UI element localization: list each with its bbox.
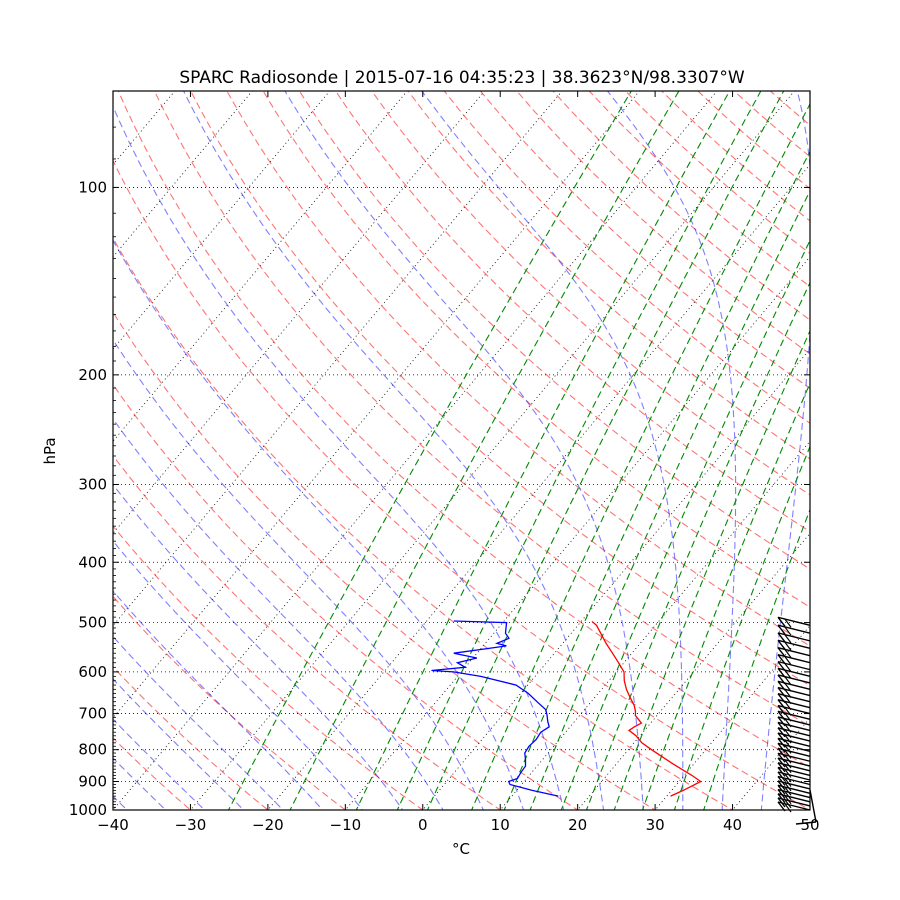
isotherm-line xyxy=(499,440,810,810)
mixing-ratio-line xyxy=(673,445,810,810)
mixing-ratio-line xyxy=(613,329,810,810)
y-tick-label: 1000 xyxy=(69,801,107,819)
y-tick-label: 700 xyxy=(78,705,107,723)
wind-barbs xyxy=(777,616,817,825)
wind-barb xyxy=(777,654,811,666)
y-tick-label: 800 xyxy=(78,741,107,759)
x-tick-label: 20 xyxy=(568,816,587,834)
moist-adiabat-line xyxy=(421,91,684,810)
y-tick-label: 300 xyxy=(78,475,107,493)
y-axis-label: hPa xyxy=(41,437,59,464)
isotherm-line xyxy=(654,624,810,810)
x-tick-label: 40 xyxy=(723,816,742,834)
mixing-ratio-line xyxy=(471,102,810,810)
isobar-grid xyxy=(113,187,810,782)
x-tick-label: 50 xyxy=(800,816,819,834)
mixing-ratio-line xyxy=(585,281,810,810)
y-tick-label: 100 xyxy=(78,178,107,196)
temperature-profile-line xyxy=(591,621,702,797)
x-tick-label: −30 xyxy=(175,816,207,834)
moist-adiabat-line xyxy=(113,757,167,810)
y-tick-label: 400 xyxy=(78,553,107,571)
dry-adiabat-line xyxy=(113,236,734,810)
x-axis-label: °C xyxy=(452,840,470,858)
y-tick-label: 600 xyxy=(78,663,107,681)
x-tick-label: −20 xyxy=(252,816,284,834)
wind-barb xyxy=(777,632,811,644)
dry-adiabat-line xyxy=(190,91,810,687)
moist-adiabat-line xyxy=(113,338,484,810)
mixing-ratio-line xyxy=(560,239,810,810)
y-tick-label: 200 xyxy=(78,366,107,384)
moist-adiabat-line xyxy=(113,540,364,810)
isotherm-line xyxy=(422,348,810,810)
dry-adiabat-line xyxy=(113,454,502,810)
moist-adiabat-line xyxy=(113,635,284,810)
dry-adiabat-line xyxy=(117,91,810,769)
x-tick-label: −40 xyxy=(97,816,129,834)
dry-adiabat-line xyxy=(334,91,810,533)
isotherm-line xyxy=(113,91,563,627)
mixing-ratio-line xyxy=(426,91,785,810)
dry-adiabat-line xyxy=(113,311,657,810)
moist-adiabat-line xyxy=(113,718,206,810)
dry-adiabat-line xyxy=(153,91,810,727)
isotherm-line xyxy=(113,91,718,810)
moist-adiabat-line xyxy=(606,91,737,810)
isotherm-line xyxy=(577,532,810,810)
y-axis-ticks: 100 200 300 400 500 600 700 800 900 1000 xyxy=(69,126,810,819)
wind-barb xyxy=(777,660,811,672)
wind-barb xyxy=(777,646,811,658)
x-tick-label: −10 xyxy=(330,816,362,834)
wind-barb-base xyxy=(795,789,817,825)
isotherm-line xyxy=(267,164,810,810)
isotherm-line xyxy=(189,91,795,810)
moist-adiabat-line xyxy=(284,91,644,810)
mixing-ratio-line xyxy=(355,91,731,810)
y-tick-label: 500 xyxy=(78,614,107,632)
mixing-ratio-line xyxy=(227,91,632,810)
moist-adiabat-line xyxy=(113,105,565,810)
wind-barb xyxy=(777,667,811,679)
mixing-ratio-line xyxy=(703,508,810,810)
dry-adiabat-line xyxy=(113,383,579,810)
wind-barb xyxy=(777,639,811,651)
chart-title: SPARC Radiosonde | 2015-07-16 04:35:23 |… xyxy=(179,68,745,88)
moist-adiabat-line xyxy=(113,483,404,810)
x-tick-label: 10 xyxy=(491,816,510,834)
x-tick-label: 0 xyxy=(418,816,428,834)
isotherm-line xyxy=(344,256,810,810)
mixing-ratio-line xyxy=(641,381,810,810)
y-tick-label: 900 xyxy=(78,773,107,791)
dewpoint-profile-line xyxy=(431,620,559,797)
mixing-ratio-line xyxy=(289,91,680,810)
plot-frame xyxy=(112,90,811,811)
moist-adiabat-line xyxy=(760,91,810,810)
wind-barb xyxy=(777,793,811,805)
mixing-ratio-line xyxy=(529,189,810,810)
wind-barb xyxy=(777,788,811,800)
x-tick-label: 30 xyxy=(646,816,665,834)
wind-barb xyxy=(777,624,811,636)
wind-barb xyxy=(777,784,811,796)
dry-adiabat-line xyxy=(113,159,810,810)
dry-adiabat-line xyxy=(113,737,192,810)
dry-adiabat-line xyxy=(113,666,269,810)
plot-area xyxy=(113,91,810,810)
dry-adiabat-line xyxy=(371,91,810,496)
isotherm-line xyxy=(113,91,408,442)
wind-barb xyxy=(777,797,811,809)
wind-barb xyxy=(777,616,811,628)
x-axis-ticks: −40 −30 −20 −10 0 10 20 30 40 50 xyxy=(97,91,820,834)
moist-adiabat-line xyxy=(113,239,525,810)
